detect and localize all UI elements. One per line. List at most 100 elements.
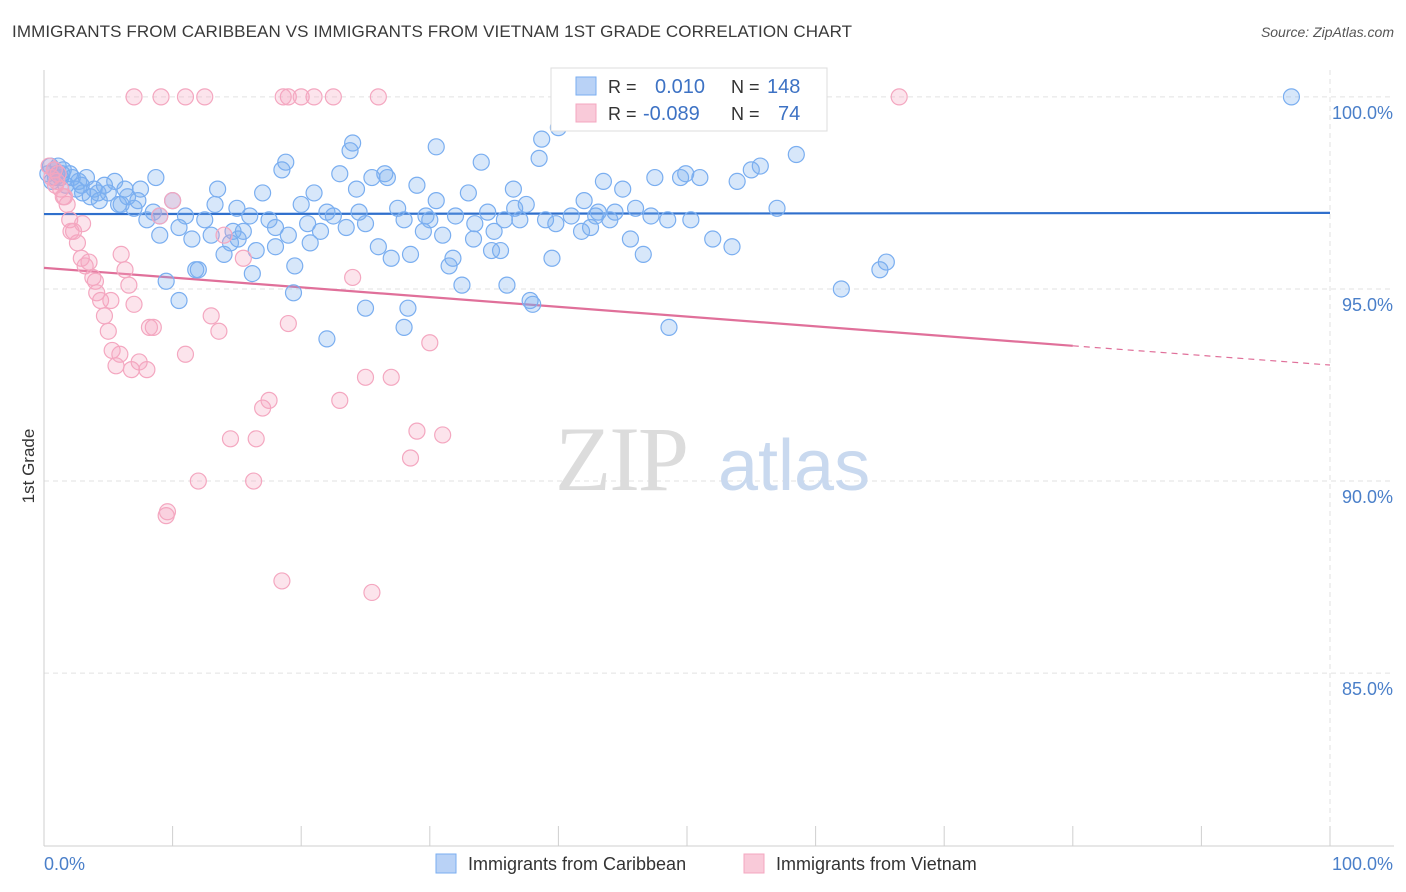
- legend-r-value-vietnam: -0.089: [643, 103, 700, 125]
- point-0-75: [459, 184, 477, 202]
- x-tick-label-1: 100.0%: [1332, 854, 1393, 874]
- point-0-98: [659, 211, 677, 229]
- point-0-42: [247, 241, 265, 260]
- point-0-134: [751, 157, 769, 175]
- point-1-58: [55, 188, 74, 206]
- point-0-93: [594, 172, 613, 191]
- bottom-legend-label-caribbean: Immigrants from Caribbean: [468, 854, 686, 874]
- axes: [43, 70, 1394, 847]
- point-0-28: [157, 272, 175, 290]
- point-0-145: [206, 195, 224, 214]
- trend-line-dashed-1: [1072, 345, 1331, 366]
- point-0-97: [646, 168, 664, 187]
- point-0-146: [277, 153, 295, 171]
- point-1-36: [247, 430, 265, 448]
- point-0-120: [356, 299, 375, 317]
- point-0-141: [147, 168, 165, 187]
- point-0-79: [485, 222, 503, 240]
- point-0-140: [187, 261, 205, 279]
- point-0-74: [453, 276, 471, 294]
- point-1-20: [112, 245, 130, 263]
- y-tick-label-1: 95.0%: [1342, 295, 1393, 315]
- point-1-34: [221, 430, 240, 448]
- point-1-25: [138, 361, 156, 379]
- point-0-48: [286, 257, 304, 275]
- point-0-52: [311, 222, 330, 240]
- legend-box: R = 0.010 N = 148 R = -0.089 N = 74: [550, 67, 828, 132]
- point-0-137: [427, 138, 445, 156]
- point-0-81: [498, 276, 516, 294]
- point-0-49: [292, 195, 310, 214]
- trend-line-1: [43, 266, 1073, 347]
- point-0-142: [109, 195, 128, 214]
- point-0-121: [399, 299, 417, 317]
- point-0-148: [347, 180, 366, 198]
- point-1-31: [189, 472, 207, 490]
- point-0-132: [682, 211, 700, 229]
- bottom-legend-label-vietnam: Immigrants from Vietnam: [776, 854, 977, 874]
- point-0-117: [243, 265, 261, 283]
- point-1-42: [331, 391, 349, 409]
- point-0-27: [151, 226, 169, 244]
- point-0-155: [642, 207, 660, 225]
- point-0-106: [832, 280, 850, 298]
- point-0-34: [196, 211, 214, 229]
- point-0-95: [614, 180, 632, 198]
- point-0-103: [742, 161, 760, 179]
- legend-r-label-vietnam: R =: [608, 104, 637, 124]
- point-0-65: [395, 211, 413, 229]
- point-0-54: [324, 207, 342, 225]
- point-0-59: [356, 215, 375, 233]
- point-1-56: [890, 88, 908, 106]
- point-1-51: [434, 426, 452, 444]
- point-0-88: [543, 249, 561, 267]
- point-1-23: [125, 295, 143, 313]
- point-1-38: [260, 391, 278, 409]
- point-0-138: [378, 168, 396, 187]
- point-1-65: [140, 318, 159, 336]
- watermark-zip: ZIP: [555, 408, 687, 510]
- legend-n-label-vietnam: N =: [731, 104, 760, 124]
- point-1-47: [382, 368, 400, 386]
- point-1-71: [292, 88, 310, 106]
- grid-lines: [44, 70, 1390, 846]
- point-0-123: [444, 249, 462, 267]
- y-axis-label: 1st Grade: [19, 429, 38, 504]
- point-0-86: [530, 149, 548, 167]
- point-0-61: [369, 238, 387, 256]
- watermark: ZIP atlas: [555, 408, 870, 510]
- legend-n-label-caribbean: N =: [731, 77, 760, 97]
- legend-n-value-vietnam: 74: [778, 103, 800, 125]
- point-0-51: [305, 184, 323, 202]
- point-0-113: [116, 180, 134, 198]
- y-tick-label-2: 90.0%: [1342, 487, 1393, 507]
- point-1-49: [408, 422, 426, 440]
- legend-swatch-caribbean: [575, 76, 597, 96]
- point-0-73: [446, 207, 465, 225]
- point-1-35: [234, 249, 252, 267]
- point-0-100: [691, 168, 709, 187]
- point-1-12: [80, 253, 98, 271]
- point-1-64: [122, 361, 141, 379]
- point-0-124: [482, 241, 501, 260]
- point-1-72: [324, 88, 342, 106]
- point-0-105: [787, 145, 805, 164]
- point-0-80: [491, 241, 510, 260]
- point-0-101: [704, 230, 722, 248]
- point-0-157: [266, 238, 285, 256]
- point-1-30: [176, 345, 195, 363]
- point-1-48: [401, 449, 420, 467]
- point-1-69: [152, 88, 170, 106]
- point-0-126: [521, 291, 539, 310]
- point-1-27: [151, 207, 169, 225]
- point-0-56: [337, 218, 355, 237]
- source-label: Source: ZipAtlas.com: [1260, 24, 1394, 40]
- point-1-53: [176, 88, 195, 106]
- point-0-127: [572, 222, 591, 240]
- point-1-68: [245, 472, 263, 490]
- point-0-41: [241, 207, 259, 225]
- point-0-82: [504, 180, 522, 198]
- point-0-112: [72, 176, 90, 194]
- point-1-62: [102, 291, 120, 310]
